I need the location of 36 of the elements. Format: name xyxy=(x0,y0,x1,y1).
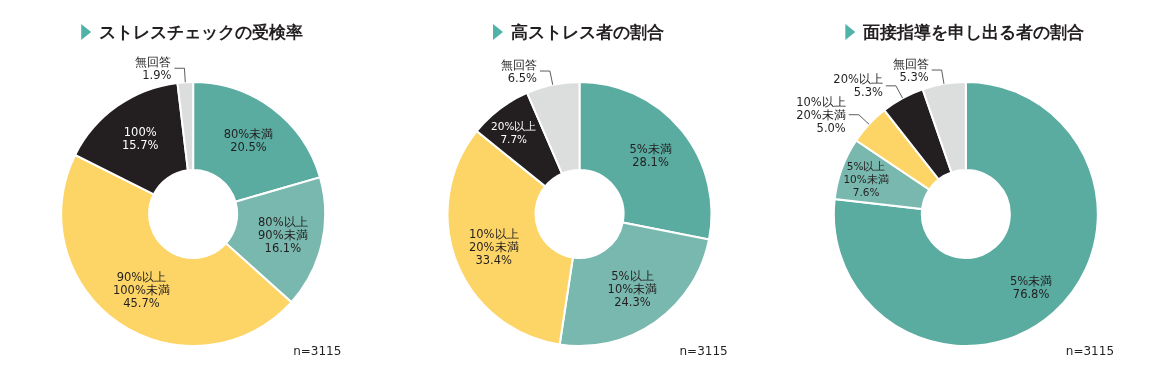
data-label: 6.5% xyxy=(507,70,537,85)
chart-title: 高ストレス者の割合 xyxy=(511,22,664,42)
slice-label: 無回答 xyxy=(135,54,172,69)
slice-label: 無回答 xyxy=(892,56,929,71)
text: n=3115 xyxy=(1065,344,1115,358)
slice-label: 5%未満 xyxy=(1009,273,1053,288)
data-label: 5.0% xyxy=(816,120,846,135)
data-label: 7.7% xyxy=(500,133,528,146)
data-label: 76.8% xyxy=(1012,286,1050,301)
slice-label: 90%以上 100%未満 xyxy=(112,270,170,298)
data-label: 20.5% xyxy=(230,139,267,154)
chart-title: 面接指導を申し出る者の割合 xyxy=(862,22,1085,42)
data-label: 7.6% xyxy=(852,185,880,198)
slice-label: 5%以上 10%未満 xyxy=(843,159,889,185)
data-label: 33.4% xyxy=(475,253,513,268)
text: n=3115 xyxy=(679,344,728,358)
slice-label: 5%以上 10%未満 xyxy=(607,269,658,297)
chart-title: ストレスチェックの受検率 xyxy=(99,22,304,42)
slice-label: 80%未満 xyxy=(223,126,274,141)
data-label: 1.9% xyxy=(142,67,172,82)
data-label: 5.3% xyxy=(853,85,883,100)
slice-label: 80%以上 90%未満 xyxy=(258,214,308,242)
data-label: 45.7% xyxy=(123,296,160,311)
slice-label: 10%以上 20%未満 xyxy=(796,94,846,122)
slice-label: 20%以上 xyxy=(833,72,883,87)
slice-label: 10%以上 20%未満 xyxy=(468,227,519,255)
data-label: 16.1% xyxy=(264,240,302,255)
text: n=3115 xyxy=(293,344,342,358)
data-label: 28.1% xyxy=(632,155,669,170)
data-label: 5.3% xyxy=(899,69,929,84)
data-label: 15.7% xyxy=(121,138,159,153)
slice-label: 無回答 xyxy=(500,57,537,72)
data-label: 24.3% xyxy=(614,295,651,310)
slice-label: 5%未満 xyxy=(629,142,672,157)
slice-label: 100% xyxy=(123,125,157,140)
slice-label: 20%以上 xyxy=(491,120,537,133)
